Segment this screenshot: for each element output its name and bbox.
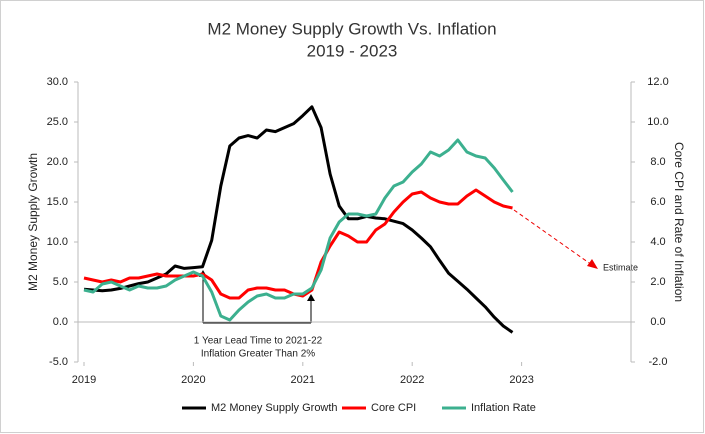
y2-tick-label: 10.0: [647, 116, 668, 128]
chart-title: M2 Money Supply Growth Vs. Inflation: [207, 19, 496, 38]
estimate-arrow: [513, 209, 593, 266]
y-tick-label: 0.0: [53, 316, 68, 328]
marker-triangle: [307, 294, 315, 301]
y2-tick-label: -2.0: [649, 356, 668, 368]
y2-tick-label: 12.0: [647, 76, 668, 88]
x-tick-label: 2021: [291, 374, 315, 386]
legend-label: Core CPI: [371, 402, 416, 414]
x-tick-label: 2022: [400, 374, 424, 386]
y-tick-label: 20.0: [47, 156, 68, 168]
annotation: Estimate: [603, 262, 638, 272]
lead-time-bracket: [202, 276, 312, 324]
y-tick-label: 30.0: [47, 76, 68, 88]
annotation: 1 Year Lead Time to 2021-22: [194, 336, 323, 347]
y2-tick-label: 0.0: [650, 316, 665, 328]
chart-subtitle: 2019 - 2023: [307, 41, 398, 60]
legend-label: M2 Money Supply Growth: [211, 402, 338, 414]
y-tick-label: 25.0: [47, 116, 68, 128]
y2-tick-label: 6.0: [650, 196, 665, 208]
y-axis-label: M2 Money Supply Growth: [26, 153, 40, 291]
x-tick-label: 2020: [181, 374, 205, 386]
x-tick-label: 2019: [72, 374, 96, 386]
x-tick-label: 2023: [509, 374, 533, 386]
y-tick-label: -5.0: [49, 356, 68, 368]
y2-tick-label: 2.0: [650, 276, 665, 288]
y-tick-label: 5.0: [53, 276, 68, 288]
legend-label: Inflation Rate: [471, 402, 536, 414]
y2-axis-label: Core CPI and Rate of Inflation: [672, 142, 686, 302]
y2-tick-label: 4.0: [650, 236, 665, 248]
estimate-arrowhead: [587, 259, 598, 269]
y2-tick-label: 8.0: [650, 156, 665, 168]
y-tick-label: 10.0: [47, 236, 68, 248]
series-line: [83, 138, 514, 322]
y-tick-label: 15.0: [47, 196, 68, 208]
annotation: Inflation Greater Than 2%: [201, 349, 315, 360]
series-line: [83, 105, 514, 334]
